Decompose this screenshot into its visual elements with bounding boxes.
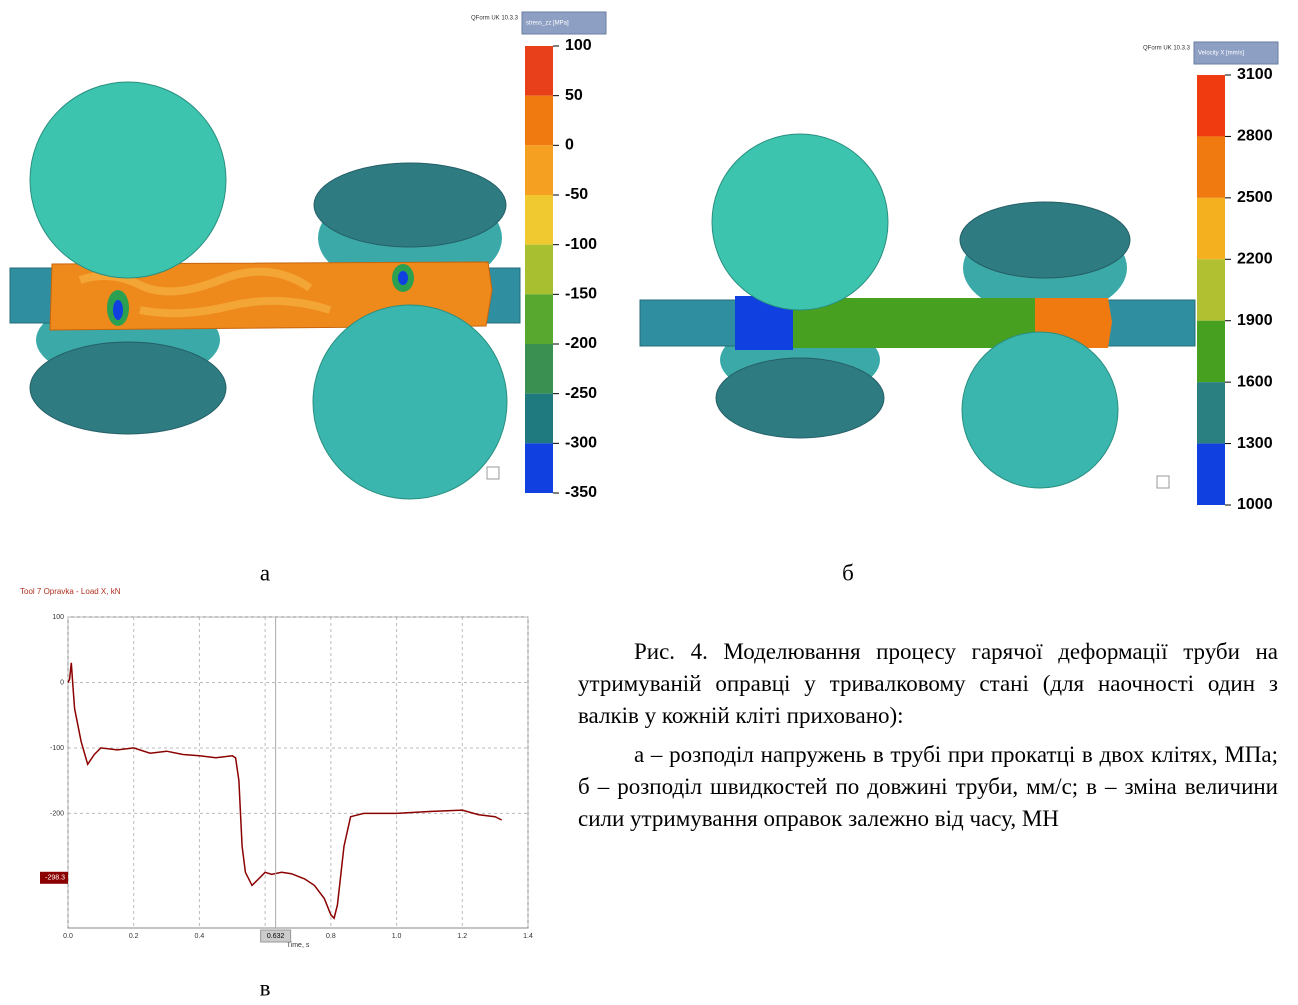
y-tick-label: -100 <box>50 745 64 752</box>
legend-band <box>525 344 553 394</box>
plot-area <box>67 616 529 929</box>
legend-header <box>1193 41 1279 65</box>
roll-front <box>29 81 227 279</box>
x-tick-label: 1.0 <box>392 933 402 940</box>
legend-band <box>525 244 553 295</box>
x-tick-label: 0.0 <box>63 933 73 940</box>
caption-paragraph: а – розподіл напружень в трубі при прока… <box>578 741 1278 831</box>
x-axis-label: Time, s <box>287 942 310 949</box>
panel-b-scene <box>639 133 1196 489</box>
data-line <box>67 662 503 920</box>
legend-tick-label: 1600 <box>1237 373 1273 390</box>
x-tick-label: 1.2 <box>457 933 467 940</box>
tube-segment <box>793 298 1035 348</box>
stress-spot <box>113 300 123 320</box>
y-tick-label: 100 <box>52 614 64 621</box>
legend-band <box>1197 197 1225 260</box>
caption-paragraph: Рис. 4. Моделювання процесу гарячої дефо… <box>578 639 1278 729</box>
legend-title: Velocity X [mm/s] <box>1198 51 1244 57</box>
y-tick-label: -200 <box>50 810 64 817</box>
cursor-y-label: -298.3 <box>45 875 65 882</box>
legend-tick-label: -150 <box>565 286 597 303</box>
legend-tick-label: -100 <box>565 236 597 253</box>
brand: QForm UK 10.3.3 <box>1143 46 1191 52</box>
legend-band <box>1197 382 1225 444</box>
x-tick-label: 0.2 <box>129 933 139 940</box>
roll-face <box>959 201 1131 279</box>
legend-tick-label: 2800 <box>1237 128 1273 145</box>
caption: Рис. 4. Моделювання процесу гарячої дефо… <box>578 636 1278 841</box>
panel-label: в <box>260 975 271 1000</box>
legend-tick-label: 2200 <box>1237 251 1273 268</box>
legend-tick-label: -300 <box>565 435 597 452</box>
x-tick-label: 0.4 <box>195 933 205 940</box>
legend-tick-label: -250 <box>565 385 597 402</box>
legend-band <box>525 46 553 96</box>
legend-tick-label: -350 <box>565 484 597 501</box>
legend-header <box>521 11 607 35</box>
legend-tick-label: -50 <box>565 186 588 203</box>
x-tick-label: 1.4 <box>523 933 533 940</box>
roll-face <box>715 357 885 439</box>
legend-band <box>1197 136 1225 198</box>
x-tick-label: 0.8 <box>326 933 336 940</box>
brand: QForm UK 10.3.3 <box>471 16 519 22</box>
panel-label: а <box>260 560 270 585</box>
roll-front <box>711 133 889 311</box>
legend-band <box>525 393 553 444</box>
legend-band <box>525 443 553 493</box>
cursor-y-box <box>40 871 68 884</box>
legend-tick-label: 100 <box>565 37 592 54</box>
legend-band <box>1197 320 1225 383</box>
legend-band <box>525 195 553 245</box>
legend-title: stress_zz [MPa] <box>526 21 569 27</box>
legend-band <box>1197 259 1225 321</box>
legend-band <box>525 95 553 146</box>
legend-tick-label: -200 <box>565 335 597 352</box>
legend-band <box>525 145 553 195</box>
legend-tick-label: 3100 <box>1237 66 1273 83</box>
legend-band <box>1197 75 1225 137</box>
roll-front <box>961 331 1119 489</box>
panel-label: б <box>842 560 854 585</box>
chart-title: Tool 7 Opravka - Load X, kN <box>20 587 121 596</box>
roll-face <box>29 341 227 435</box>
legend-tick-label: 1300 <box>1237 435 1273 452</box>
legend-band <box>525 294 553 344</box>
y-tick-label: 0 <box>60 679 64 686</box>
legend-band <box>1197 443 1225 505</box>
cursor-x-box <box>260 929 292 943</box>
panel-a-scene <box>9 81 521 500</box>
legend-tick-label: 0 <box>565 137 574 154</box>
roll-front <box>312 304 508 500</box>
axis-triad <box>1156 475 1170 489</box>
axis-triad <box>486 466 500 480</box>
cursor-x-label: 0.632 <box>267 933 285 940</box>
legend-tick-label: 2500 <box>1237 189 1273 206</box>
legend-tick-label: 50 <box>565 87 583 104</box>
roll-face <box>313 162 507 248</box>
legend-tick-label: 1000 <box>1237 496 1273 513</box>
stress-spot <box>398 271 408 285</box>
legend-tick-label: 1900 <box>1237 312 1273 329</box>
